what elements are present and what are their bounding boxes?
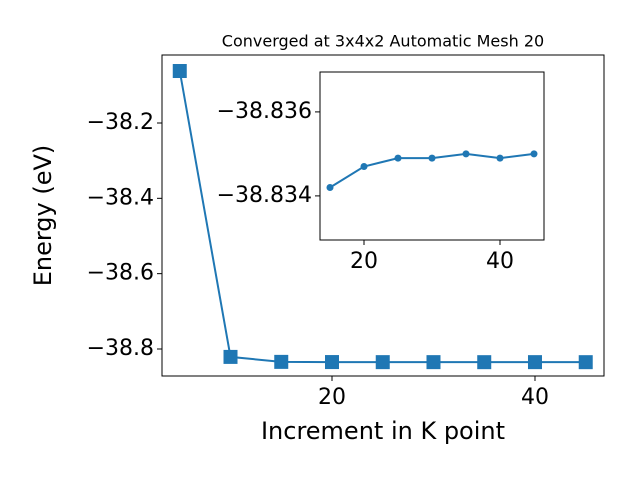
marker [578,355,593,370]
x-axis-label: Increment in K point [261,417,505,445]
y-tick-label: −38.6 [87,261,154,286]
marker [527,355,542,370]
marker [394,154,402,162]
x-tick-label: 20 [318,385,346,410]
marker [360,163,368,170]
y-tick-label: −38.2 [87,110,154,135]
marker [274,354,289,369]
marker [172,64,187,79]
y-tick-label: −38.8 [87,336,154,361]
x-tick-label: 20 [350,249,378,274]
marker [426,355,441,370]
marker [375,355,390,370]
marker [326,184,334,191]
marker [325,355,339,370]
marker [496,154,504,162]
marker [477,355,492,370]
x-tick-label: 40 [521,385,549,410]
plot-frame [319,71,545,241]
chart-title: Converged at 3x4x2 Automatic Mesh 20 [222,32,544,51]
plot-frame [161,54,605,377]
y-tick-label: −38.4 [87,185,154,210]
y-tick-label: −38.834 [217,183,312,208]
marker [462,150,470,158]
marker [223,349,238,364]
y-axis-label: Energy (eV) [29,145,57,287]
marker [428,154,436,162]
y-tick-label: −38.836 [217,99,312,124]
marker [530,150,538,158]
x-tick-label: 40 [486,249,514,274]
